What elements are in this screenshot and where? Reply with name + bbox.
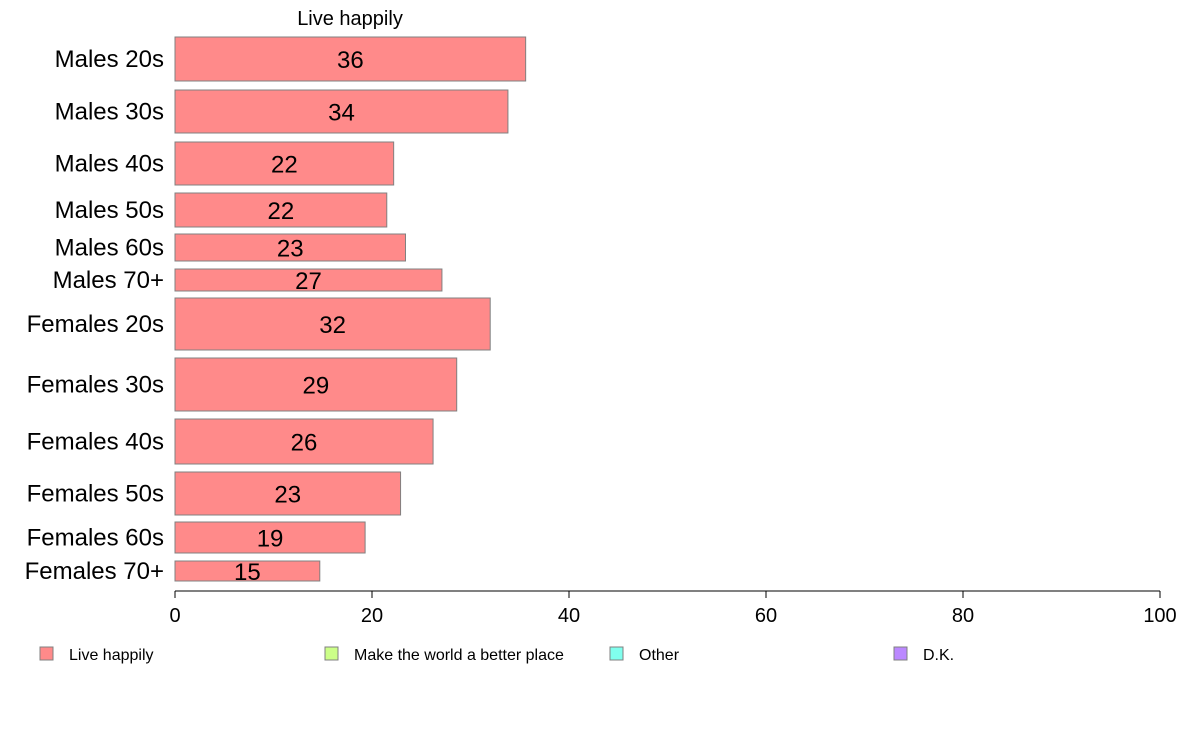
legend-label: D.K. xyxy=(923,647,954,664)
category-label: Females 30s xyxy=(27,372,164,399)
category-label: Females 20s xyxy=(27,311,164,338)
bar xyxy=(174,418,434,465)
bar xyxy=(174,141,395,186)
data-label: 19 xyxy=(257,526,284,553)
chart-title: Live happily xyxy=(297,8,403,30)
data-label: 23 xyxy=(274,482,301,509)
category-label: Females 50s xyxy=(27,481,164,508)
bar xyxy=(174,297,491,351)
x-tick-label: 60 xyxy=(755,605,777,627)
legend-swatch xyxy=(39,646,54,661)
data-label: 34 xyxy=(328,100,355,127)
category-label: Males 50s xyxy=(55,197,164,224)
category-label: Males 40s xyxy=(55,151,164,178)
legend: Live happily Make the world a better plac… xyxy=(39,646,954,664)
data-label: 15 xyxy=(234,559,261,586)
x-axis: 0 20 40 60 80 100 xyxy=(169,590,1177,627)
category-label: Males 60s xyxy=(55,235,164,262)
bar xyxy=(174,36,527,82)
bar xyxy=(174,357,458,412)
x-tick-label: 100 xyxy=(1143,605,1176,627)
legend-label: Make the world a better place xyxy=(354,647,564,664)
bar xyxy=(174,89,509,134)
category-label: Females 60s xyxy=(27,525,164,552)
data-label: 22 xyxy=(268,198,295,225)
bar xyxy=(174,268,443,292)
legend-swatch xyxy=(893,646,908,661)
category-label: Females 70+ xyxy=(25,558,164,585)
x-tick-label: 20 xyxy=(361,605,383,627)
data-label: 36 xyxy=(337,47,364,74)
x-tick-label: 40 xyxy=(558,605,580,627)
bar xyxy=(174,521,366,554)
legend-label: Other xyxy=(639,647,680,664)
bar xyxy=(174,233,406,262)
legend-label: Live happily xyxy=(69,647,154,664)
data-label: 26 xyxy=(291,430,318,457)
category-label: Males 20s xyxy=(55,46,164,73)
data-label: 22 xyxy=(271,152,298,179)
legend-swatch xyxy=(609,646,624,661)
bar xyxy=(174,192,388,228)
x-tick-label: 0 xyxy=(169,605,180,627)
legend-swatch xyxy=(324,646,339,661)
category-label: Males 70+ xyxy=(53,267,164,294)
data-label: 23 xyxy=(277,236,304,263)
x-tick-label: 80 xyxy=(952,605,974,627)
category-label: Females 40s xyxy=(27,429,164,456)
data-label: 27 xyxy=(295,268,322,295)
data-label: 32 xyxy=(319,312,346,339)
bar xyxy=(174,560,321,582)
bars-group: Males 20s 36 Males 30s 34 Males 40s 22 Males 5… xyxy=(25,36,527,586)
bar xyxy=(174,471,402,516)
category-label: Males 30s xyxy=(55,99,164,126)
data-label: 29 xyxy=(303,373,330,400)
